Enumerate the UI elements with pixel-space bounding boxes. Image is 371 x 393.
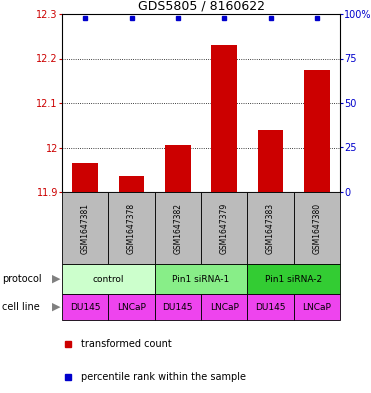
Bar	[247, 294, 294, 320]
Bar	[155, 294, 201, 320]
Bar	[211, 45, 237, 192]
Text: GSM1647380: GSM1647380	[312, 202, 321, 253]
Bar	[247, 264, 340, 294]
Text: GSM1647378: GSM1647378	[127, 202, 136, 253]
Bar	[108, 192, 155, 264]
Bar	[155, 192, 201, 264]
Bar	[62, 192, 108, 264]
Text: cell line: cell line	[2, 302, 40, 312]
Bar	[294, 294, 340, 320]
Bar	[119, 176, 144, 192]
Bar	[62, 264, 155, 294]
Text: Pin1 siRNA-2: Pin1 siRNA-2	[265, 274, 322, 283]
Bar	[201, 294, 247, 320]
Bar	[108, 294, 155, 320]
Bar	[201, 192, 247, 264]
Text: DU145: DU145	[70, 303, 101, 312]
Bar	[304, 70, 329, 192]
Bar	[258, 130, 283, 192]
Text: GSM1647379: GSM1647379	[220, 202, 229, 253]
Text: protocol: protocol	[2, 274, 42, 284]
Text: GSM1647381: GSM1647381	[81, 202, 90, 253]
Text: Pin1 siRNA-1: Pin1 siRNA-1	[173, 274, 230, 283]
Text: ▶: ▶	[52, 274, 60, 284]
Title: GDS5805 / 8160622: GDS5805 / 8160622	[138, 0, 265, 13]
Bar	[165, 145, 191, 192]
Bar	[62, 294, 108, 320]
Text: LNCaP: LNCaP	[210, 303, 239, 312]
Text: percentile rank within the sample: percentile rank within the sample	[82, 372, 246, 382]
Text: ▶: ▶	[52, 302, 60, 312]
Text: DU145: DU145	[162, 303, 193, 312]
Bar	[155, 264, 247, 294]
Bar	[294, 192, 340, 264]
Bar	[247, 192, 294, 264]
Text: LNCaP: LNCaP	[302, 303, 331, 312]
Text: LNCaP: LNCaP	[117, 303, 146, 312]
Bar	[72, 163, 98, 192]
Text: GSM1647383: GSM1647383	[266, 202, 275, 253]
Text: GSM1647382: GSM1647382	[173, 202, 182, 253]
Text: DU145: DU145	[255, 303, 286, 312]
Text: transformed count: transformed count	[82, 339, 172, 349]
Text: control: control	[93, 274, 124, 283]
